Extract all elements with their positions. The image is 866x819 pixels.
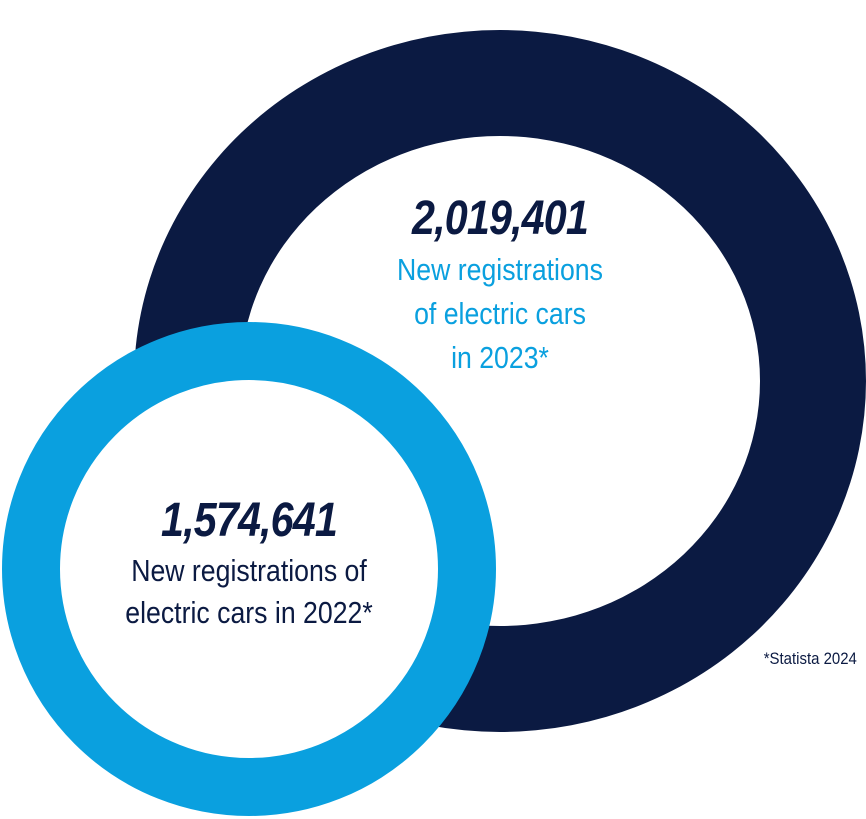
caption-2023-line-1: New registrations	[397, 252, 603, 287]
caption-2023: New registrations of electric cars in 20…	[328, 248, 672, 380]
source-note: *Statista 2024	[763, 649, 857, 668]
value-2023: 2,019,401	[412, 192, 589, 245]
value-2022: 1,574,641	[161, 494, 338, 547]
label-block-2022: 1,574,641 New registrations of electric …	[49, 492, 449, 634]
caption-2023-line-2: of electric cars	[414, 296, 586, 331]
label-block-2023: 2,019,401 New registrations of electric …	[300, 190, 700, 380]
caption-2023-line-3: in 2023*	[451, 340, 549, 375]
caption-2022: New registrations of electric cars in 20…	[77, 550, 421, 634]
caption-2022-line-2: electric cars in 2022*	[125, 595, 373, 630]
caption-2022-line-1: New registrations of	[131, 553, 367, 588]
